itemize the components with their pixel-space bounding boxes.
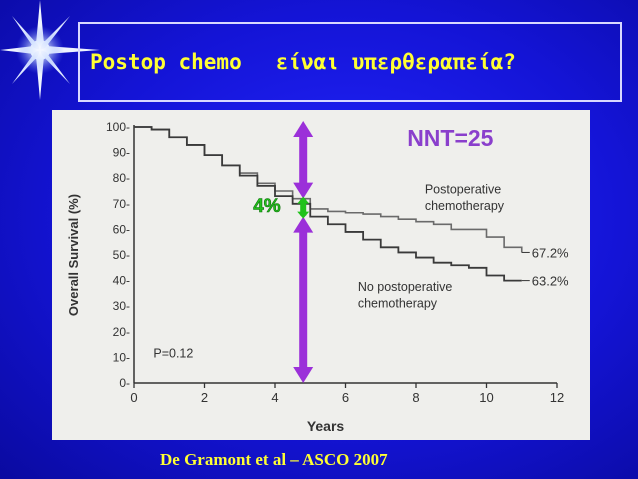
y-tick-label: 0-: [119, 376, 130, 390]
series-name-postop-line1: Postoperative: [425, 183, 501, 197]
series-end-label: 67.2%: [532, 245, 569, 260]
difference-label: 4%: [253, 196, 281, 217]
title-left: Postop chemo: [90, 50, 242, 74]
y-tick-label: 10-: [113, 350, 130, 364]
series-end-label: 63.2%: [532, 274, 569, 289]
y-tick-label: 80-: [113, 171, 130, 185]
lower-arrow-head-top: [293, 216, 314, 233]
upper-arrow-head-top: [293, 121, 314, 137]
lower-arrow-shaft: [299, 230, 308, 369]
y-tick-label: 90-: [113, 146, 130, 160]
y-axis-label: Overall Survival (%): [66, 194, 81, 316]
upper-arrow-shaft: [299, 135, 308, 185]
y-tick-label: 100-: [106, 120, 130, 134]
citation: De Gramont et al – ASCO 2007: [160, 450, 388, 469]
x-tick-label: 0: [130, 390, 137, 405]
difference-arrow-head-down: [297, 211, 310, 219]
survival-chart: 0- 10- 20- 30- 40- 50- 60- 70- 80- 90- 100- 0 2 4 6 8 10…: [66, 120, 569, 434]
x-axis-label: Years: [307, 418, 345, 434]
upper-arrow-head-bottom: [293, 182, 314, 199]
y-tick-label: 60-: [113, 222, 130, 236]
y-tick-label: 40-: [113, 274, 130, 288]
chart-panel: 0- 10- 20- 30- 40- 50- 60- 70- 80- 90- 100- 0 2 4 6 8 10…: [52, 110, 590, 440]
starburst-decoration: [0, 0, 100, 100]
lower-arrow-head-bottom: [293, 367, 314, 383]
x-tick-label: 2: [201, 390, 208, 405]
x-tick-label: 4: [271, 390, 278, 405]
x-tick-label: 8: [412, 390, 419, 405]
y-tick-label: 20-: [113, 325, 130, 339]
y-tick-label: 50-: [113, 248, 130, 262]
x-tick-label: 6: [342, 390, 349, 405]
nnt-label: NNT=25: [407, 125, 493, 151]
series-line-no-chemo: [134, 126, 522, 282]
title-right: είναι υπερθεραπεία?: [275, 50, 516, 74]
y-tick-label: 70-: [113, 197, 130, 211]
x-tick-label: 10: [479, 390, 493, 405]
difference-arrow-head-up: [297, 196, 310, 204]
slide-title: Postop chemo είναι υπερθεραπεία?: [78, 22, 622, 102]
p-value-label: P=0.12: [153, 346, 193, 360]
x-tick-label: 12: [550, 390, 564, 405]
y-tick-label: 30-: [113, 299, 130, 313]
series-name-no-chemo-line2: chemotherapy: [358, 296, 438, 310]
difference-arrow-shaft: [300, 199, 307, 216]
series-name-no-chemo-line1: No postoperative: [358, 280, 453, 294]
series-name-postop-line2: chemotherapy: [425, 199, 505, 213]
